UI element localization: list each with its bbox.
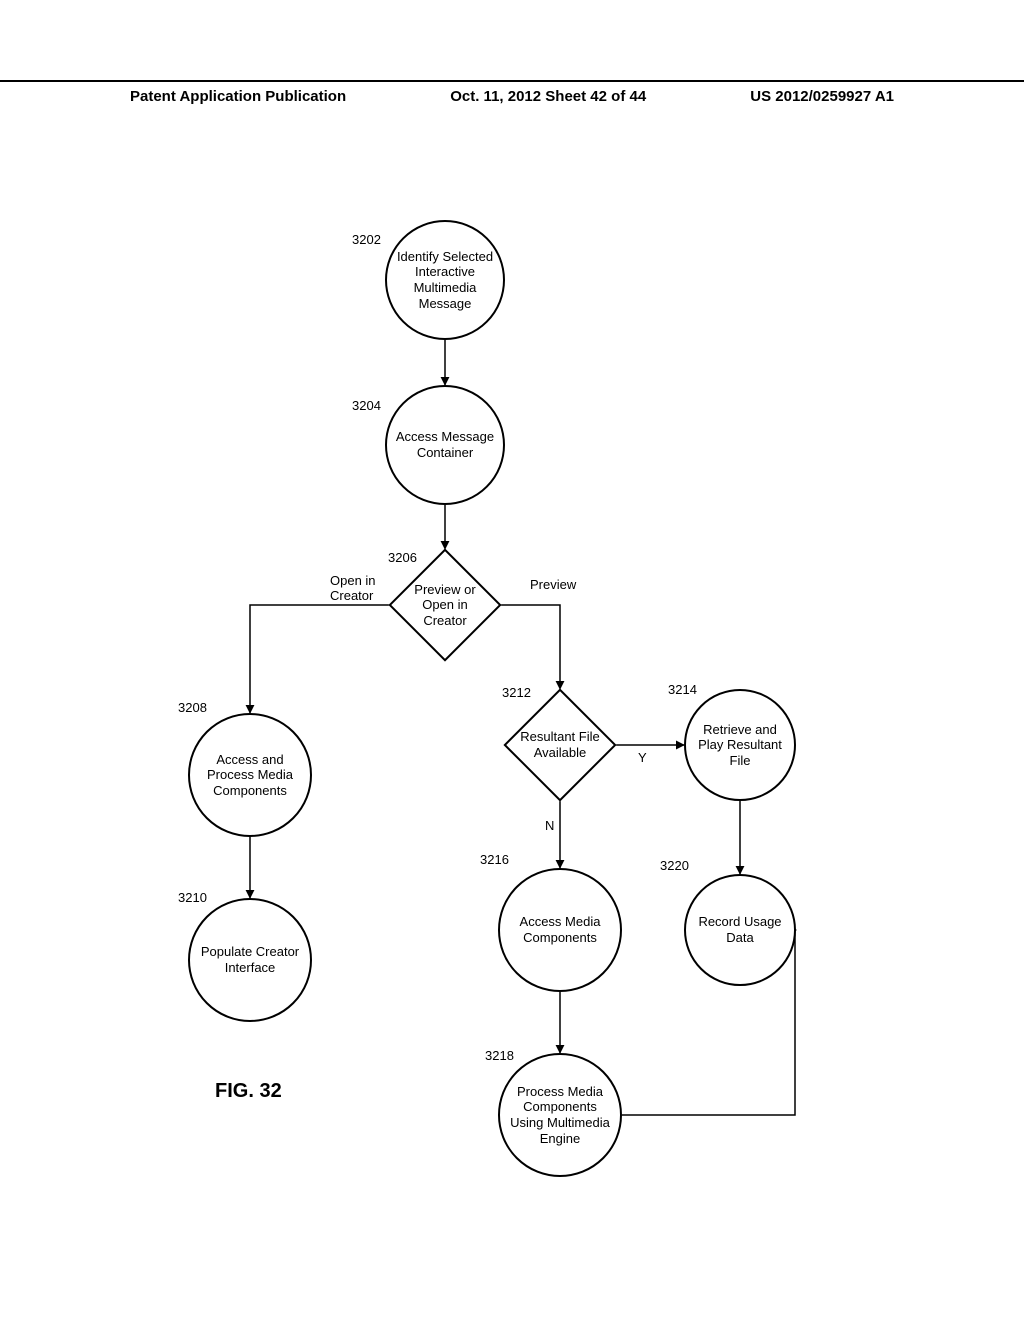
node-label: Access Message Container [393,429,497,460]
edge-label: Open inCreator [330,573,376,603]
node-label: Access and Process Media Components [196,752,304,799]
node-label: Resultant File Available [520,729,600,760]
figure-caption: FIG. 32 [215,1080,282,1103]
node-label: Retrieve and Play Resultant File [692,722,788,769]
ref-label-3212: 3212 [502,685,531,700]
node-label: Record Usage Data [692,914,788,945]
node-3214: Retrieve and Play Resultant File [684,689,796,801]
ref-label-3204: 3204 [352,398,381,413]
edge-3206-3208 [250,605,390,713]
edge-label: Y [638,750,647,765]
ref-label-3218: 3218 [485,1048,514,1063]
ref-label-3220: 3220 [660,858,689,873]
node-label: Process Media Components Using Multimedi… [506,1084,614,1146]
node-3206: Preview or Open in Creator [405,565,485,645]
ref-label-3202: 3202 [352,232,381,247]
ref-label-3206: 3206 [388,550,417,565]
edge-3206-3212 [500,605,560,689]
node-label: Identify Selected Interactive Multimedia… [393,249,497,311]
node-3218: Process Media Components Using Multimedi… [498,1053,622,1177]
node-3204: Access Message Container [385,385,505,505]
node-label: Populate Creator Interface [196,944,304,975]
edge-label: Preview [530,577,576,592]
ref-label-3208: 3208 [178,700,207,715]
node-label: Preview or Open in Creator [405,582,485,629]
node-3202: Identify Selected Interactive Multimedia… [385,220,505,340]
ref-label-3210: 3210 [178,890,207,905]
node-3216: Access Media Components [498,868,622,992]
ref-label-3216: 3216 [480,852,509,867]
node-3208: Access and Process Media Components [188,713,312,837]
node-3210: Populate Creator Interface [188,898,312,1022]
node-label: Access Media Components [506,914,614,945]
edge-label: N [545,818,554,833]
node-3212: Resultant File Available [520,705,600,785]
node-3220: Record Usage Data [684,874,796,986]
ref-label-3214: 3214 [668,682,697,697]
